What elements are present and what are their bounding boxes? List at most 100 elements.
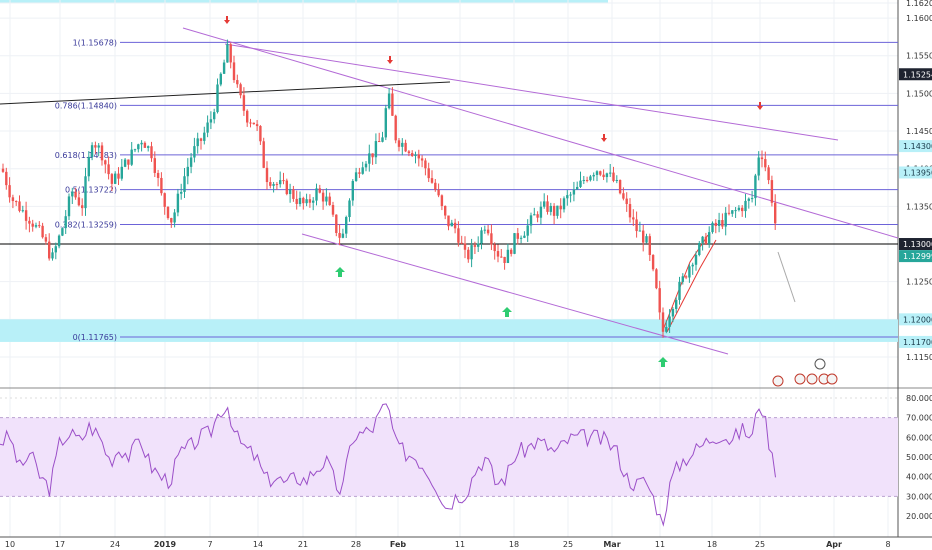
trend-line xyxy=(182,27,899,239)
last-price-tag-bg xyxy=(899,250,932,263)
candle-body xyxy=(628,204,632,218)
price-tag-bg xyxy=(899,166,932,179)
candle-body xyxy=(741,207,744,212)
candle-body xyxy=(282,180,285,182)
time-tick-label: 2019 xyxy=(154,540,177,549)
candlesticks xyxy=(1,39,777,338)
candle-body xyxy=(579,180,582,187)
candle-body xyxy=(371,153,374,158)
candle-body xyxy=(543,201,546,207)
candle-body xyxy=(34,225,38,227)
candle-body xyxy=(516,233,519,239)
candle-body xyxy=(216,84,219,113)
candle-body xyxy=(341,233,345,238)
candle-body xyxy=(38,225,41,227)
rsi-tick-label: 80.0000 xyxy=(906,394,932,403)
candle-body xyxy=(374,141,378,158)
candle-body xyxy=(308,199,312,203)
candle-body xyxy=(463,243,467,250)
candle-body xyxy=(500,256,503,258)
candle-body xyxy=(477,243,480,247)
event-flags xyxy=(772,358,838,387)
candle-body xyxy=(97,145,100,148)
candle-body xyxy=(770,180,774,203)
candle-body xyxy=(576,186,579,190)
candle-body xyxy=(460,242,463,244)
candle-body xyxy=(358,172,361,174)
time-tick-label: 18 xyxy=(509,540,519,549)
time-tick-label: 24 xyxy=(110,540,120,549)
candle-body xyxy=(123,159,127,167)
candle-body xyxy=(160,177,163,194)
candle-body xyxy=(774,202,777,224)
event-circle-icon xyxy=(814,358,826,370)
price-tag-label: 1.15254 xyxy=(903,70,932,79)
candle-body xyxy=(486,229,490,234)
candle-body xyxy=(592,174,595,177)
rsi-axis: 80.0000 70.0000 60.0000 50.0000 40.0000 30.00… xyxy=(906,394,932,521)
candle-body xyxy=(681,276,684,282)
candle-body xyxy=(764,159,767,168)
candle-body xyxy=(41,225,44,238)
rsi-tick-label: 70.0000 xyxy=(906,414,932,423)
candle-body xyxy=(767,167,770,181)
candle-body xyxy=(173,212,176,223)
candle-body xyxy=(714,222,717,226)
candle-body xyxy=(401,142,404,147)
candle-body xyxy=(351,181,354,201)
support-zone-band xyxy=(0,319,898,342)
candle-body xyxy=(397,140,401,147)
candle-body xyxy=(163,193,166,207)
candle-body xyxy=(595,171,599,175)
candle-body xyxy=(120,166,123,179)
candle-body xyxy=(354,172,358,182)
candle-body xyxy=(170,218,173,223)
candle-body xyxy=(206,122,209,133)
down-arrow-icon xyxy=(387,56,393,64)
candle-body xyxy=(153,158,156,173)
time-tick-label: 25 xyxy=(563,540,573,549)
time-axis[interactable]: 10 17 24 2019 7 14 21 28 Feb 11 18 25 Mar 11 18 25 Apr 8 xyxy=(5,540,891,549)
projection-line xyxy=(777,251,796,303)
candle-body xyxy=(411,153,414,157)
candle-body xyxy=(18,201,21,211)
candle-body xyxy=(87,156,90,177)
candle-body xyxy=(737,207,741,211)
candle-body xyxy=(671,308,675,317)
candle-body xyxy=(467,249,470,260)
time-tick-label: 28 xyxy=(351,540,361,549)
price-axis[interactable]: 1.162001.160001.155001.150001.145001.140… xyxy=(899,0,932,362)
candle-body xyxy=(704,236,708,244)
candle-body xyxy=(529,215,533,226)
candle-body xyxy=(140,142,143,145)
candle-body xyxy=(265,167,269,183)
candle-body xyxy=(137,144,140,150)
candle-body xyxy=(655,269,658,289)
candle-body xyxy=(473,245,477,247)
candle-body xyxy=(236,80,239,85)
time-tick-label: 10 xyxy=(5,540,15,549)
candle-body xyxy=(599,171,602,175)
price-tag-bg xyxy=(899,238,932,251)
down-arrow-icon xyxy=(601,134,607,142)
candle-body xyxy=(64,216,67,229)
candle-body xyxy=(226,44,229,63)
candle-body xyxy=(117,173,120,179)
candle-body xyxy=(618,180,622,194)
candle-body xyxy=(1,168,5,172)
candle-body xyxy=(364,163,368,168)
candle-body xyxy=(321,192,325,202)
time-tick-label: 8 xyxy=(885,540,890,549)
candle-body xyxy=(675,299,678,309)
trend-line xyxy=(224,43,839,141)
flag-icon xyxy=(806,373,818,385)
candle-body xyxy=(757,157,760,176)
candle-body xyxy=(391,93,394,116)
candle-body xyxy=(133,149,137,151)
candle-body xyxy=(61,228,64,236)
candle-body xyxy=(156,172,160,178)
candle-body xyxy=(143,142,147,148)
candle-body xyxy=(457,228,460,243)
candle-body xyxy=(193,146,196,158)
